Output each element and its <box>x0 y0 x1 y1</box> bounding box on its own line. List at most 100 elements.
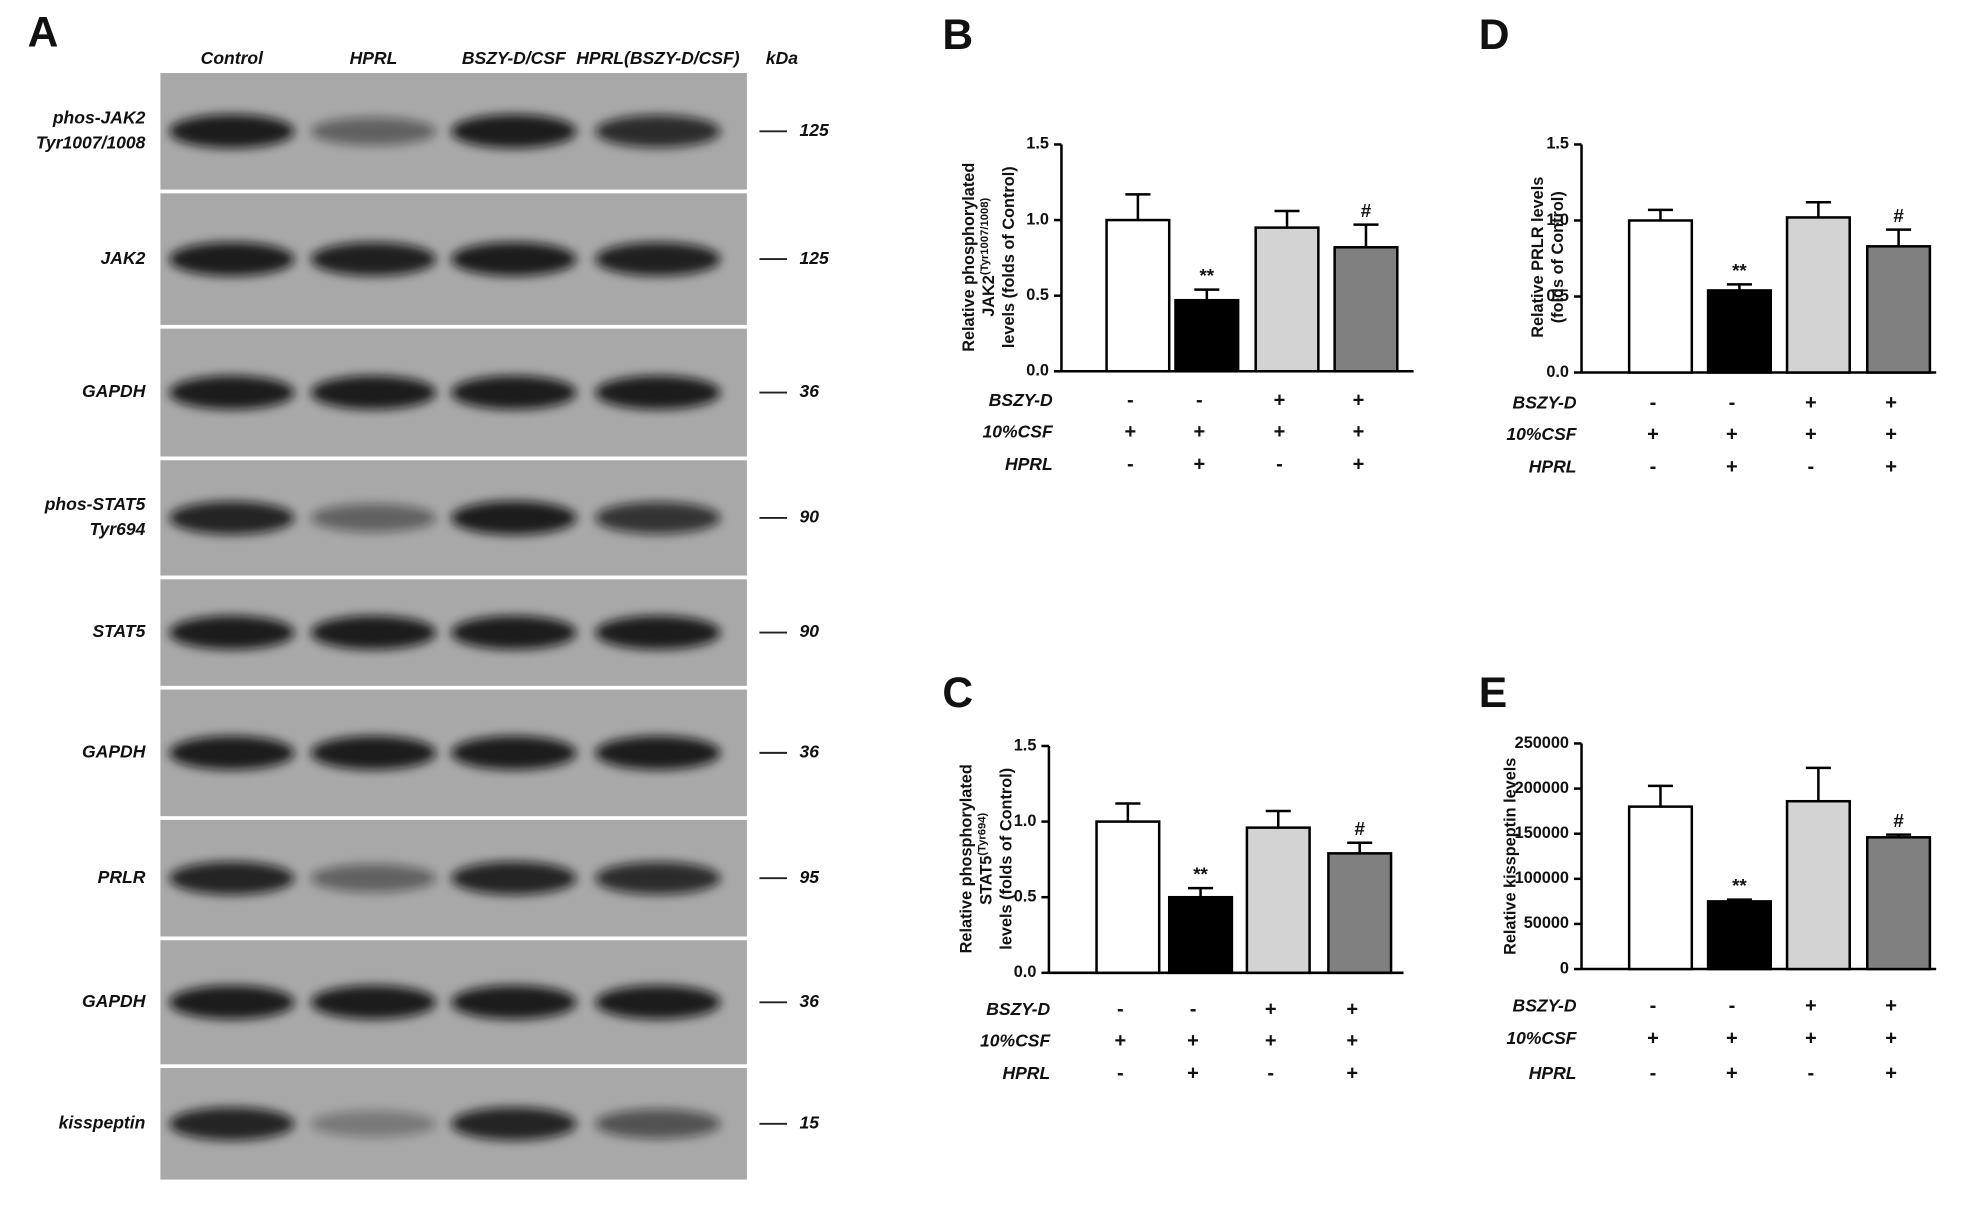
condition-mark: + <box>1885 1028 1897 1050</box>
band <box>595 735 721 770</box>
condition-mark: + <box>1647 1028 1659 1050</box>
condition-label: HPRL <box>1529 1063 1577 1083</box>
band <box>310 375 437 410</box>
y-axis-label-part: Relative phosphorylated <box>958 764 976 953</box>
condition-mark: + <box>1805 995 1817 1017</box>
significance-mark: ** <box>1732 875 1747 896</box>
band <box>310 242 437 276</box>
bar <box>1105 218 1171 373</box>
row-label: kisspeptin <box>59 1112 146 1132</box>
band <box>310 117 437 146</box>
row-label: phos-STAT5 <box>44 494 146 514</box>
row-label: PRLR <box>98 867 146 887</box>
condition-label: 10%CSF <box>983 421 1054 441</box>
bar <box>1627 805 1694 971</box>
condition-label: HPRL <box>1002 1063 1050 1083</box>
y-tick-label: 0.5 <box>1014 887 1037 905</box>
condition-mark: + <box>1187 1030 1199 1052</box>
y-tick-label: 0 <box>1560 959 1569 977</box>
condition-mark: - <box>1650 995 1657 1017</box>
bar <box>1245 826 1311 975</box>
condition-label: BSZY-D <box>989 390 1053 410</box>
row-label: Tyr694 <box>89 519 145 539</box>
y-axis-label-part: Relative PRLR levels <box>1529 177 1547 338</box>
y-axis-label-sub: (Tyr694) <box>976 812 988 855</box>
condition-mark: + <box>1726 423 1738 445</box>
condition-label: 10%CSF <box>980 1030 1051 1050</box>
condition-mark: + <box>1346 1030 1358 1052</box>
y-tick-label: 1.0 <box>1026 210 1049 228</box>
band <box>169 242 295 277</box>
bar <box>1333 246 1399 373</box>
kda-label: 36 <box>800 991 820 1011</box>
y-tick-label: 250000 <box>1515 734 1569 752</box>
condition-label: HPRL <box>1529 456 1577 476</box>
condition-mark: + <box>1885 995 1897 1017</box>
condition-label: 10%CSF <box>1506 1028 1577 1048</box>
condition-mark: + <box>1125 421 1137 443</box>
bar <box>1706 900 1773 971</box>
kda-label: 90 <box>800 507 820 527</box>
condition-mark: + <box>1346 999 1358 1021</box>
row-label: JAK2 <box>101 248 146 268</box>
y-tick-label: 0.0 <box>1026 362 1049 380</box>
y-axis-label: JAK2(Tyr1007/1008) <box>979 197 998 316</box>
band <box>169 1107 295 1141</box>
condition-mark: - <box>1117 1063 1124 1085</box>
y-axis-label: levels (folds of Control) <box>998 768 1016 950</box>
condition-mark: - <box>1127 390 1134 412</box>
row-label: GAPDH <box>82 381 146 401</box>
condition-mark: + <box>1805 392 1817 414</box>
condition-mark: + <box>1274 421 1286 443</box>
condition-mark: + <box>1805 423 1817 445</box>
bar <box>1785 216 1851 374</box>
y-axis-label-part: STAT5 <box>978 856 996 905</box>
condition-mark: + <box>1346 1063 1358 1085</box>
condition-mark: - <box>1808 1063 1815 1085</box>
kda-label: 95 <box>800 867 820 887</box>
condition-mark: - <box>1650 1063 1657 1085</box>
y-axis-label: STAT5(Tyr694) <box>976 812 995 904</box>
panel-letter: B <box>942 11 973 59</box>
band <box>595 501 721 534</box>
y-tick-label: 1.5 <box>1026 135 1049 153</box>
lane-label: BSZY-D/CSF <box>462 48 567 68</box>
kda-label: 15 <box>800 1112 820 1132</box>
y-tick-label: 0.0 <box>1014 963 1037 981</box>
band <box>595 375 721 410</box>
panel-letter: D <box>1479 11 1510 59</box>
row-label: STAT5 <box>92 621 145 641</box>
bar <box>1254 226 1320 373</box>
significance-mark: ** <box>1193 864 1208 885</box>
band <box>451 114 577 149</box>
y-axis-label-part: JAK2 <box>980 275 998 317</box>
bar <box>1167 895 1234 975</box>
y-tick-label: 0.5 <box>1026 286 1049 304</box>
condition-mark: + <box>1353 390 1365 412</box>
bar <box>1095 820 1161 975</box>
bar <box>1785 799 1851 971</box>
significance-mark: # <box>1893 205 1904 226</box>
bar <box>1174 298 1240 373</box>
condition-label: 10%CSF <box>1506 424 1577 444</box>
y-axis-label: Relative phosphorylated <box>960 163 978 352</box>
band <box>595 861 721 895</box>
band <box>451 861 577 895</box>
band <box>595 115 721 148</box>
band <box>310 503 437 533</box>
significance-mark: ** <box>1732 260 1747 281</box>
condition-mark: + <box>1114 1030 1126 1052</box>
y-axis-label-part: Relative phosphorylated <box>960 163 978 352</box>
band <box>451 375 577 410</box>
bar <box>1706 289 1773 374</box>
condition-label: BSZY-D <box>1513 393 1577 413</box>
condition-mark: + <box>1193 421 1205 443</box>
condition-mark: - <box>1190 999 1197 1021</box>
condition-mark: + <box>1726 1028 1738 1050</box>
band <box>310 985 437 1020</box>
band <box>169 985 295 1020</box>
band <box>169 861 295 895</box>
y-axis-label-part: Relative kisspeptin levels <box>1502 758 1520 955</box>
y-tick-label: 0.5 <box>1546 287 1569 305</box>
panel-letter: C <box>942 669 973 717</box>
